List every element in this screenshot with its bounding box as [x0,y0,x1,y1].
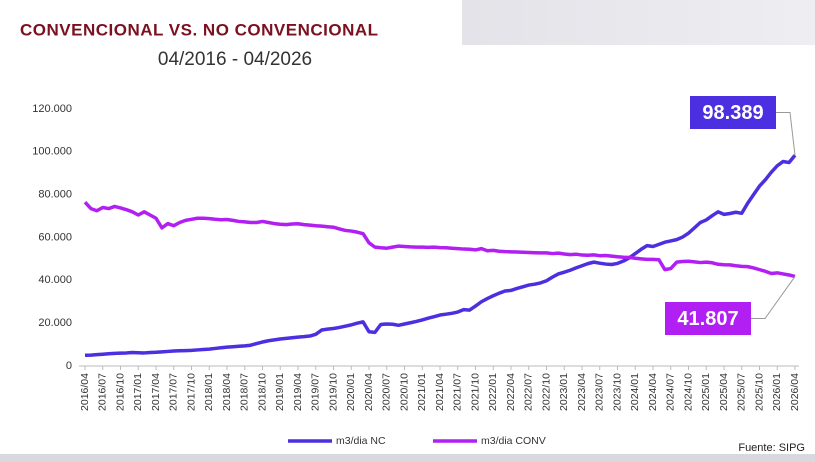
x-tick-label: 2022/01 [487,373,499,411]
label-connector [751,276,796,319]
x-tick-label: 2020/01 [345,373,357,411]
x-tick-label: 2025/10 [753,373,765,411]
x-tick-label: 2024/01 [629,373,641,411]
x-tick-label: 2019/01 [274,373,286,411]
x-tick-label: 2025/01 [700,373,712,411]
x-tick-label: 2019/07 [310,373,322,411]
chart-subtitle: 04/2016 - 04/2026 [158,49,312,70]
x-tick-label: 2018/04 [221,373,233,411]
y-tick-label: 120.000 [32,103,72,115]
x-tick-label: 2024/04 [647,373,659,411]
x-tick-label: 2019/10 [327,373,339,411]
x-tick-label: 2025/04 [718,373,730,411]
x-tick-label: 2023/01 [558,373,570,411]
x-tick-label: 2017/01 [132,373,144,411]
y-tick-label: 0 [66,360,72,372]
y-tick-label: 60.000 [38,231,72,243]
x-tick-label: 2018/07 [239,373,251,411]
legend-label: m3/dia NC [336,435,386,447]
y-tick-label: 80.000 [38,189,72,201]
x-tick-label: 2021/07 [452,373,464,411]
x-tick-label: 2023/04 [576,373,588,411]
x-tick-label: 2023/07 [594,373,606,411]
x-tick-label: 2021/10 [469,373,481,411]
footer-band [0,454,815,462]
x-tick-label: 2017/07 [168,373,180,411]
label-connector [776,112,796,156]
series-line [84,154,797,358]
x-tick-label: 2020/04 [363,373,375,411]
value-label: 98.389 [702,102,763,124]
x-tick-label: 2026/01 [771,373,783,411]
x-tick-label: 2019/04 [292,373,304,411]
legend-label: m3/dia CONV [481,435,546,447]
x-tick-label: 2020/07 [381,373,393,411]
y-tick-label: 100.000 [32,146,72,158]
x-tick-label: 2017/10 [185,373,197,411]
value-label-box [690,96,776,129]
x-tick-label: 2025/07 [736,373,748,411]
x-tick-label: 2026/04 [789,373,801,411]
y-tick-label: 20.000 [38,317,72,329]
x-tick-label: 2022/07 [523,373,535,411]
x-tick-label: 2020/10 [398,373,410,411]
x-tick-label: 2023/10 [611,373,623,411]
x-tick-label: 2018/01 [203,373,215,411]
chart-title: CONVENCIONAL VS. NO CONVENCIONAL [20,20,379,39]
value-label-box [665,302,751,335]
source: Fuente: SIPG [738,442,805,454]
series-line [83,200,796,279]
y-tick-label: 40.000 [38,274,72,286]
x-tick-label: 2016/04 [79,373,91,411]
x-tick-label: 2021/01 [416,373,428,411]
header-box [0,0,462,45]
x-tick-label: 2016/07 [97,373,109,411]
x-tick-label: 2017/04 [150,373,162,411]
value-label: 41.807 [677,308,738,330]
x-tick-label: 2024/10 [682,373,694,411]
x-tick-label: 2016/10 [114,373,126,411]
x-tick-label: 2021/04 [434,373,446,411]
x-tick-label: 2018/10 [256,373,268,411]
x-tick-label: 2024/07 [665,373,677,411]
x-tick-label: 2022/10 [540,373,552,411]
x-tick-label: 2022/04 [505,373,517,411]
